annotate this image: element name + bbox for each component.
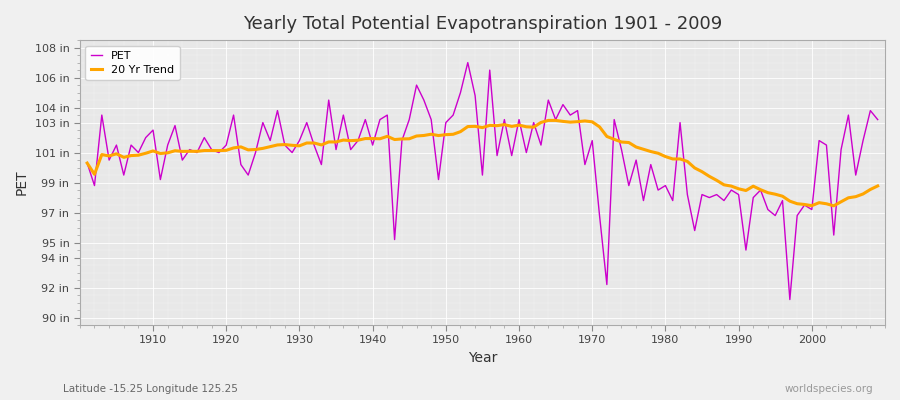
20 Yr Trend <box>507 124 517 129</box>
PET <box>514 117 525 122</box>
Line: 20 Yr Trend: 20 Yr Trend <box>87 120 878 206</box>
20 Yr Trend <box>872 184 883 188</box>
PET <box>608 117 619 122</box>
PET <box>140 135 151 140</box>
20 Yr Trend <box>828 204 839 208</box>
20 Yr Trend <box>82 161 93 166</box>
PET <box>463 60 473 65</box>
PET <box>346 147 356 152</box>
Text: Latitude -15.25 Longitude 125.25: Latitude -15.25 Longitude 125.25 <box>63 384 238 394</box>
X-axis label: Year: Year <box>468 351 497 365</box>
Y-axis label: PET: PET <box>15 170 29 195</box>
20 Yr Trend <box>140 151 151 156</box>
PET <box>872 117 883 122</box>
PET <box>82 161 93 166</box>
20 Yr Trend <box>514 123 525 128</box>
PET <box>785 297 796 302</box>
Legend: PET, 20 Yr Trend: PET, 20 Yr Trend <box>86 46 180 80</box>
PET <box>302 120 312 125</box>
Text: worldspecies.org: worldspecies.org <box>785 384 873 394</box>
Line: PET: PET <box>87 63 878 300</box>
20 Yr Trend <box>543 118 553 123</box>
20 Yr Trend <box>608 137 619 142</box>
20 Yr Trend <box>302 140 312 145</box>
Title: Yearly Total Potential Evapotranspiration 1901 - 2009: Yearly Total Potential Evapotranspiratio… <box>243 15 722 33</box>
PET <box>521 150 532 155</box>
20 Yr Trend <box>346 138 356 143</box>
